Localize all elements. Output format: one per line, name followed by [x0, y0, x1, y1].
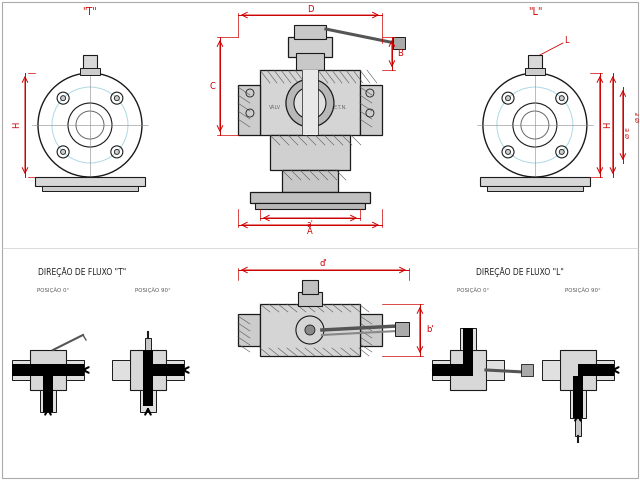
Bar: [80, 68, 100, 75]
Text: d': d': [319, 260, 327, 268]
Bar: [260, 304, 360, 356]
Circle shape: [286, 79, 334, 127]
Circle shape: [506, 149, 511, 155]
Bar: [112, 360, 130, 380]
Text: a': a': [307, 219, 314, 228]
Bar: [521, 364, 533, 376]
Text: "L": "L": [527, 7, 542, 17]
Bar: [260, 70, 360, 135]
Bar: [487, 186, 583, 191]
Bar: [460, 328, 476, 350]
Bar: [43, 376, 53, 412]
Text: H: H: [604, 122, 612, 128]
Bar: [432, 364, 473, 376]
Bar: [145, 338, 151, 352]
Bar: [166, 360, 184, 380]
Text: POSIÇÃO 0°: POSIÇÃO 0°: [457, 287, 489, 293]
Bar: [143, 350, 153, 406]
Circle shape: [61, 96, 66, 101]
Text: E.T.N.: E.T.N.: [333, 105, 347, 109]
Bar: [570, 390, 586, 418]
Bar: [575, 418, 581, 436]
Text: B: B: [397, 48, 403, 58]
Circle shape: [294, 87, 326, 119]
Circle shape: [115, 96, 119, 101]
Bar: [270, 135, 350, 170]
Bar: [83, 55, 97, 73]
Bar: [360, 85, 382, 135]
Bar: [140, 390, 156, 412]
Bar: [302, 70, 318, 135]
Bar: [12, 360, 30, 380]
Bar: [302, 280, 318, 294]
Circle shape: [506, 96, 511, 101]
Text: Ø E: Ø E: [627, 128, 632, 138]
Circle shape: [559, 96, 564, 101]
Bar: [288, 37, 332, 57]
Bar: [480, 177, 590, 186]
Text: L: L: [564, 36, 569, 45]
Text: H: H: [13, 122, 22, 128]
Text: D: D: [307, 4, 313, 13]
Bar: [12, 364, 84, 376]
Bar: [463, 328, 473, 376]
Bar: [153, 364, 184, 376]
Circle shape: [61, 149, 66, 155]
Bar: [296, 53, 324, 71]
Bar: [282, 170, 338, 192]
Circle shape: [305, 325, 315, 335]
Text: POSIÇÃO 90°: POSIÇÃO 90°: [565, 287, 601, 293]
Bar: [66, 360, 84, 380]
Circle shape: [115, 149, 119, 155]
Text: b': b': [426, 325, 434, 335]
Text: DIREÇÃO DE FLUXO "L": DIREÇÃO DE FLUXO "L": [476, 267, 564, 277]
Bar: [578, 364, 614, 376]
Circle shape: [559, 149, 564, 155]
Bar: [35, 177, 145, 186]
Text: POSIÇÃO 0°: POSIÇÃO 0°: [37, 287, 69, 293]
Bar: [393, 37, 405, 49]
Text: Ø F: Ø F: [636, 112, 640, 122]
Bar: [486, 360, 504, 380]
Bar: [298, 292, 322, 306]
Text: DIREÇÃO DE FLUXO "T": DIREÇÃO DE FLUXO "T": [38, 267, 126, 277]
Bar: [525, 68, 545, 75]
Bar: [596, 360, 614, 380]
Text: A: A: [307, 227, 313, 236]
Bar: [40, 390, 56, 412]
Bar: [450, 350, 486, 390]
Bar: [432, 360, 450, 380]
Text: C: C: [209, 82, 215, 91]
Bar: [238, 314, 260, 346]
Bar: [42, 186, 138, 191]
Bar: [130, 350, 166, 390]
Bar: [360, 314, 382, 346]
Bar: [294, 25, 326, 39]
Text: VÁLV: VÁLV: [269, 105, 281, 109]
Text: "T": "T": [83, 7, 97, 17]
Bar: [560, 350, 596, 390]
Text: POSIÇÃO 90°: POSIÇÃO 90°: [135, 287, 171, 293]
Bar: [528, 55, 542, 73]
Bar: [542, 360, 560, 380]
Bar: [250, 192, 370, 203]
Bar: [238, 85, 260, 135]
Bar: [573, 376, 583, 418]
Bar: [30, 350, 66, 390]
Bar: [255, 203, 365, 209]
Bar: [395, 322, 409, 336]
